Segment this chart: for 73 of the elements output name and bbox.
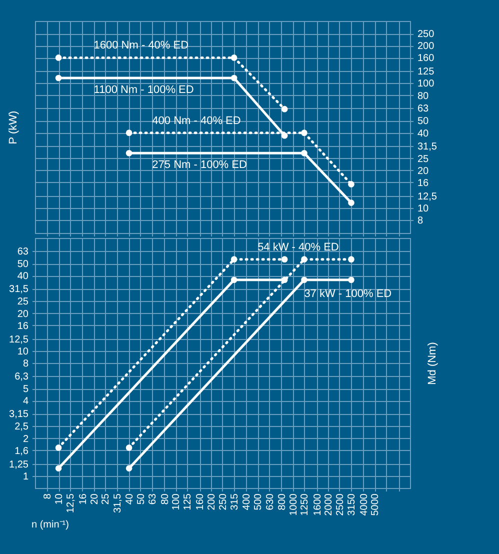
x-tick-label: 20 (89, 493, 100, 505)
y-tick-label: 250 (418, 29, 435, 40)
y-tick-label: 3,15 (9, 409, 29, 420)
y-tick-label: 1 (22, 471, 29, 482)
x-tick-label: 5000 (370, 493, 382, 516)
x-tick-label: 1250 (300, 493, 311, 516)
x-axis-title: n (min⁻¹) (32, 520, 69, 531)
y-tick-label: 125 (418, 66, 435, 78)
x-tick-label: 400 (242, 493, 253, 510)
x-tick-label: 200 (206, 493, 218, 510)
annotation: 275 Nm - 100% ED (152, 159, 247, 172)
y-tick-label: 25 (418, 154, 430, 165)
y-tick-label: 40 (17, 271, 29, 282)
x-tick-label: 2500 (334, 493, 346, 516)
y-tick-label: 10 (17, 346, 29, 358)
y-tick-label: 2 (22, 434, 29, 445)
y-tick-label: 100 (418, 78, 435, 90)
y-tick-label: 63 (17, 246, 29, 258)
y-tick-label: 20 (418, 166, 430, 177)
y-tick-label: 160 (418, 53, 435, 64)
x-tick-label: 10 (54, 493, 66, 505)
y-tick-label: 16 (418, 178, 430, 189)
x-tick-label: 50 (136, 493, 147, 505)
x-tick-label: 80 (160, 493, 171, 505)
x-tick-label: 125 (182, 493, 194, 510)
x-tick-label: 1600 (312, 493, 324, 516)
y-tick-label: 5 (22, 384, 29, 396)
y-tick-label: 63 (418, 104, 430, 115)
x-tick-label: 16 (78, 493, 89, 505)
y-tick-label: 2,5 (14, 422, 29, 433)
x-tick-label: 2000 (324, 493, 335, 516)
y-tick-label: 12,5 (418, 191, 438, 202)
y-tick-label: 1,6 (14, 446, 29, 457)
x-tick-label: 31,5 (112, 493, 124, 513)
y-axis-title: Md (Nm) (426, 342, 438, 385)
x-tick-label: 630 (264, 493, 276, 510)
y-tick-label: 12,5 (9, 334, 29, 346)
y-tick-label: 10 (418, 203, 430, 214)
x-tick-label: 160 (195, 493, 206, 510)
x-tick-label: 100 (171, 493, 182, 510)
annotation: 1100 Nm - 100% ED (94, 84, 194, 96)
x-tick-label: 4000 (358, 493, 370, 516)
y-tick-label: 4 (22, 396, 29, 408)
y-tick-label: 1,25 (9, 459, 29, 470)
x-tick-label: 800 (276, 493, 288, 510)
x-tick-label: 1000 (288, 493, 300, 516)
x-tick-label: 3150 (346, 493, 358, 516)
y-tick-label: 31,5 (9, 284, 29, 296)
x-tick-label: 500 (253, 493, 264, 510)
x-tick-label: 250 (218, 493, 229, 510)
y-tick-label: 6,3 (14, 371, 29, 382)
y-axis-title: P (kW) (8, 110, 20, 144)
x-tick-label: 40 (124, 493, 136, 505)
x-tick-label: 315 (230, 493, 241, 510)
y-tick-label: 80 (418, 90, 430, 102)
y-tick-label: 8 (418, 216, 424, 227)
y-tick-label: 50 (17, 259, 29, 270)
annotation: 400 Nm - 40% ED (152, 114, 241, 127)
y-tick-label: 31,5 (418, 141, 438, 152)
y-tick-label: 50 (418, 116, 430, 128)
annotation: 37 kW - 100% ED (304, 288, 392, 300)
x-tick-label: 8 (42, 493, 54, 500)
annotation: 1600 Nm - 40% ED (94, 40, 189, 52)
annotation: 54 kW - 40% ED (258, 241, 339, 254)
x-tick-label: 12,5 (65, 493, 76, 513)
y-tick-label: 16 (17, 320, 29, 332)
y-tick-label: 25 (17, 296, 29, 308)
x-tick-label: 63 (148, 493, 159, 505)
y-tick-label: 40 (418, 128, 430, 140)
y-tick-label: 8 (22, 358, 29, 370)
y-tick-label: 200 (418, 41, 435, 52)
x-tick-label: 25 (100, 493, 112, 505)
y-tick-label: 20 (17, 308, 29, 320)
